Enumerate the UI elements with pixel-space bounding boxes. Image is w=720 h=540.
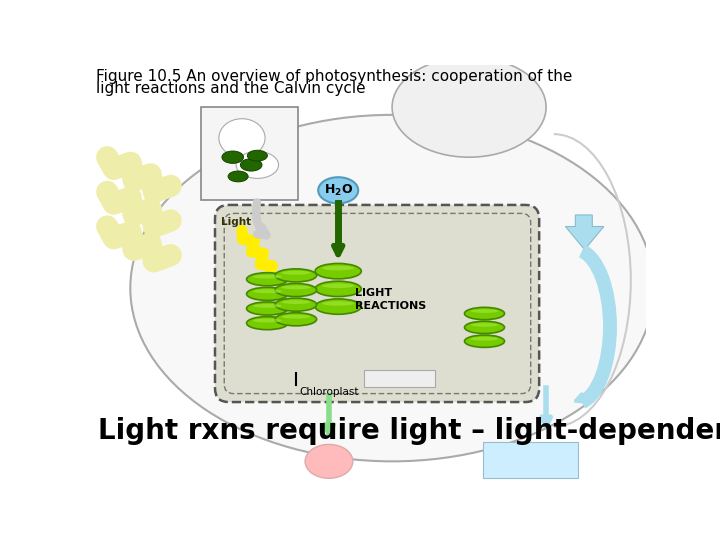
FancyBboxPatch shape bbox=[364, 370, 435, 387]
Ellipse shape bbox=[246, 287, 288, 300]
Text: Figure 10.5 An overview of photosynthesis: cooperation of the: Figure 10.5 An overview of photosynthesi… bbox=[96, 69, 572, 84]
FancyBboxPatch shape bbox=[215, 205, 539, 402]
Ellipse shape bbox=[470, 337, 498, 341]
Text: Chloroplast: Chloroplast bbox=[300, 387, 359, 397]
FancyBboxPatch shape bbox=[483, 442, 578, 477]
Ellipse shape bbox=[222, 151, 243, 164]
Ellipse shape bbox=[246, 302, 288, 315]
Ellipse shape bbox=[322, 301, 354, 306]
FancyArrowPatch shape bbox=[256, 202, 266, 235]
Ellipse shape bbox=[275, 313, 317, 326]
Ellipse shape bbox=[240, 159, 262, 171]
Ellipse shape bbox=[219, 119, 265, 157]
Text: LIGHT
REACTIONS: LIGHT REACTIONS bbox=[355, 288, 426, 311]
Ellipse shape bbox=[464, 335, 505, 347]
Ellipse shape bbox=[464, 307, 505, 320]
Polygon shape bbox=[565, 215, 604, 249]
Ellipse shape bbox=[253, 289, 282, 293]
Ellipse shape bbox=[248, 150, 267, 161]
Ellipse shape bbox=[253, 275, 282, 279]
Ellipse shape bbox=[315, 281, 361, 296]
Text: Light rxns require light – light-dependent: Light rxns require light – light-depende… bbox=[98, 417, 720, 446]
Ellipse shape bbox=[322, 284, 354, 288]
Text: Light: Light bbox=[221, 217, 251, 227]
Text: $\mathregular{H_2O}$: $\mathregular{H_2O}$ bbox=[324, 183, 353, 198]
Ellipse shape bbox=[470, 309, 498, 313]
Ellipse shape bbox=[246, 273, 288, 286]
Ellipse shape bbox=[275, 284, 317, 296]
Ellipse shape bbox=[236, 151, 279, 178]
Ellipse shape bbox=[282, 315, 310, 319]
Ellipse shape bbox=[282, 300, 310, 304]
Text: light reactions and the Calvin cycle: light reactions and the Calvin cycle bbox=[96, 81, 365, 96]
FancyBboxPatch shape bbox=[201, 107, 298, 200]
Ellipse shape bbox=[282, 286, 310, 289]
Ellipse shape bbox=[253, 319, 282, 322]
Ellipse shape bbox=[318, 177, 359, 204]
Ellipse shape bbox=[275, 298, 317, 311]
Ellipse shape bbox=[228, 171, 248, 182]
Ellipse shape bbox=[464, 321, 505, 334]
Ellipse shape bbox=[315, 299, 361, 314]
Ellipse shape bbox=[275, 269, 317, 282]
Ellipse shape bbox=[322, 266, 354, 271]
Ellipse shape bbox=[315, 264, 361, 279]
Ellipse shape bbox=[130, 115, 654, 461]
Ellipse shape bbox=[246, 316, 288, 330]
Ellipse shape bbox=[470, 323, 498, 327]
Ellipse shape bbox=[253, 304, 282, 308]
Ellipse shape bbox=[392, 57, 546, 157]
Ellipse shape bbox=[305, 444, 353, 478]
Ellipse shape bbox=[282, 271, 310, 275]
